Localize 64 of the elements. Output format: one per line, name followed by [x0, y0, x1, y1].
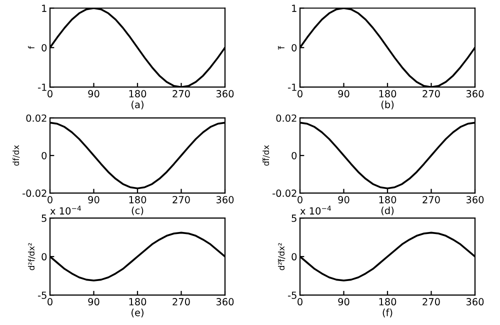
y-tick-label: -0.02	[22, 190, 46, 197]
x-axis-title: (c)	[132, 206, 144, 216]
y-tick-label: -0.02	[272, 190, 296, 197]
line-series	[50, 122, 225, 190]
y-tick-label: 0	[292, 253, 297, 260]
y-axis-title: f̃	[278, 46, 284, 50]
y-axis-title: d²f/dx²	[28, 243, 36, 270]
x-tick-label: 90	[88, 298, 100, 306]
y-axis-title: d²f̃/dx²	[278, 243, 286, 270]
x-tick-label: 90	[338, 298, 350, 306]
x-tick-label: 270	[172, 196, 190, 204]
y-tick-label: 0	[42, 44, 47, 52]
x-axis-title: (f)	[382, 308, 392, 318]
x-axis-title: (a)	[132, 100, 144, 110]
x-tick-label: 180	[379, 90, 396, 98]
x-tick-label: 360	[216, 298, 234, 306]
x-tick-label: 0	[48, 298, 52, 306]
x-tick-label: 0	[48, 90, 52, 98]
y-tick-label: 5	[292, 214, 296, 222]
y-tick-label: 0	[292, 152, 297, 160]
y-tick-label: 0	[292, 44, 297, 52]
x-axis-title: (b)	[381, 100, 394, 110]
y-tick-label: -5	[288, 292, 296, 299]
x-tick-label: 180	[379, 196, 396, 204]
x-axis-title: (d)	[381, 206, 394, 216]
x-tick-label: 270	[422, 298, 440, 306]
y-axis-title: f	[28, 46, 34, 49]
y-tick-label: 5	[42, 214, 46, 222]
x-tick-label: 270	[422, 196, 440, 204]
x-tick-label: 90	[338, 196, 350, 204]
y-tick-label: 0	[42, 152, 47, 160]
x-tick-label: 90	[88, 90, 100, 98]
x-tick-label: 90	[338, 90, 350, 98]
x-tick-label: 360	[216, 196, 234, 204]
x-tick-label: 360	[216, 90, 234, 98]
x-tick-label: 180	[129, 90, 146, 98]
text: x 10$^{−4}$	[50, 206, 81, 215]
y-tick-label: -5	[38, 292, 46, 299]
x-tick-label: 360	[466, 196, 484, 204]
y-axis-title: df̃/dx	[262, 145, 270, 166]
y-tick-label: -1	[38, 84, 46, 91]
text: x 10$^{−4}$	[300, 206, 331, 215]
x-tick-label: 0	[48, 196, 52, 204]
y-tick-label: 0.02	[276, 114, 296, 122]
y-tick-label: 0	[42, 253, 47, 260]
x-tick-label: 0	[298, 196, 302, 204]
y-tick-label: -1	[288, 84, 296, 91]
x-tick-label: 0	[298, 298, 302, 306]
x-tick-label: 270	[422, 90, 440, 98]
x-tick-label: 90	[88, 196, 100, 204]
y-tick-label: 0.02	[26, 114, 46, 122]
x-tick-label: 0	[298, 90, 302, 98]
x-tick-label: 270	[172, 90, 190, 98]
line-series	[300, 122, 475, 190]
x-tick-label: 270	[172, 298, 190, 306]
x-axis-title: (e)	[132, 308, 144, 318]
x-tick-label: 180	[379, 298, 396, 306]
x-tick-label: 360	[466, 90, 484, 98]
x-tick-label: 180	[129, 298, 146, 306]
y-axis-title: df/dx	[12, 145, 20, 166]
x-tick-label: 360	[466, 298, 484, 306]
y-tick-label: 1	[292, 4, 296, 12]
x-tick-label: 180	[129, 196, 146, 204]
y-tick-label: 1	[42, 4, 46, 12]
